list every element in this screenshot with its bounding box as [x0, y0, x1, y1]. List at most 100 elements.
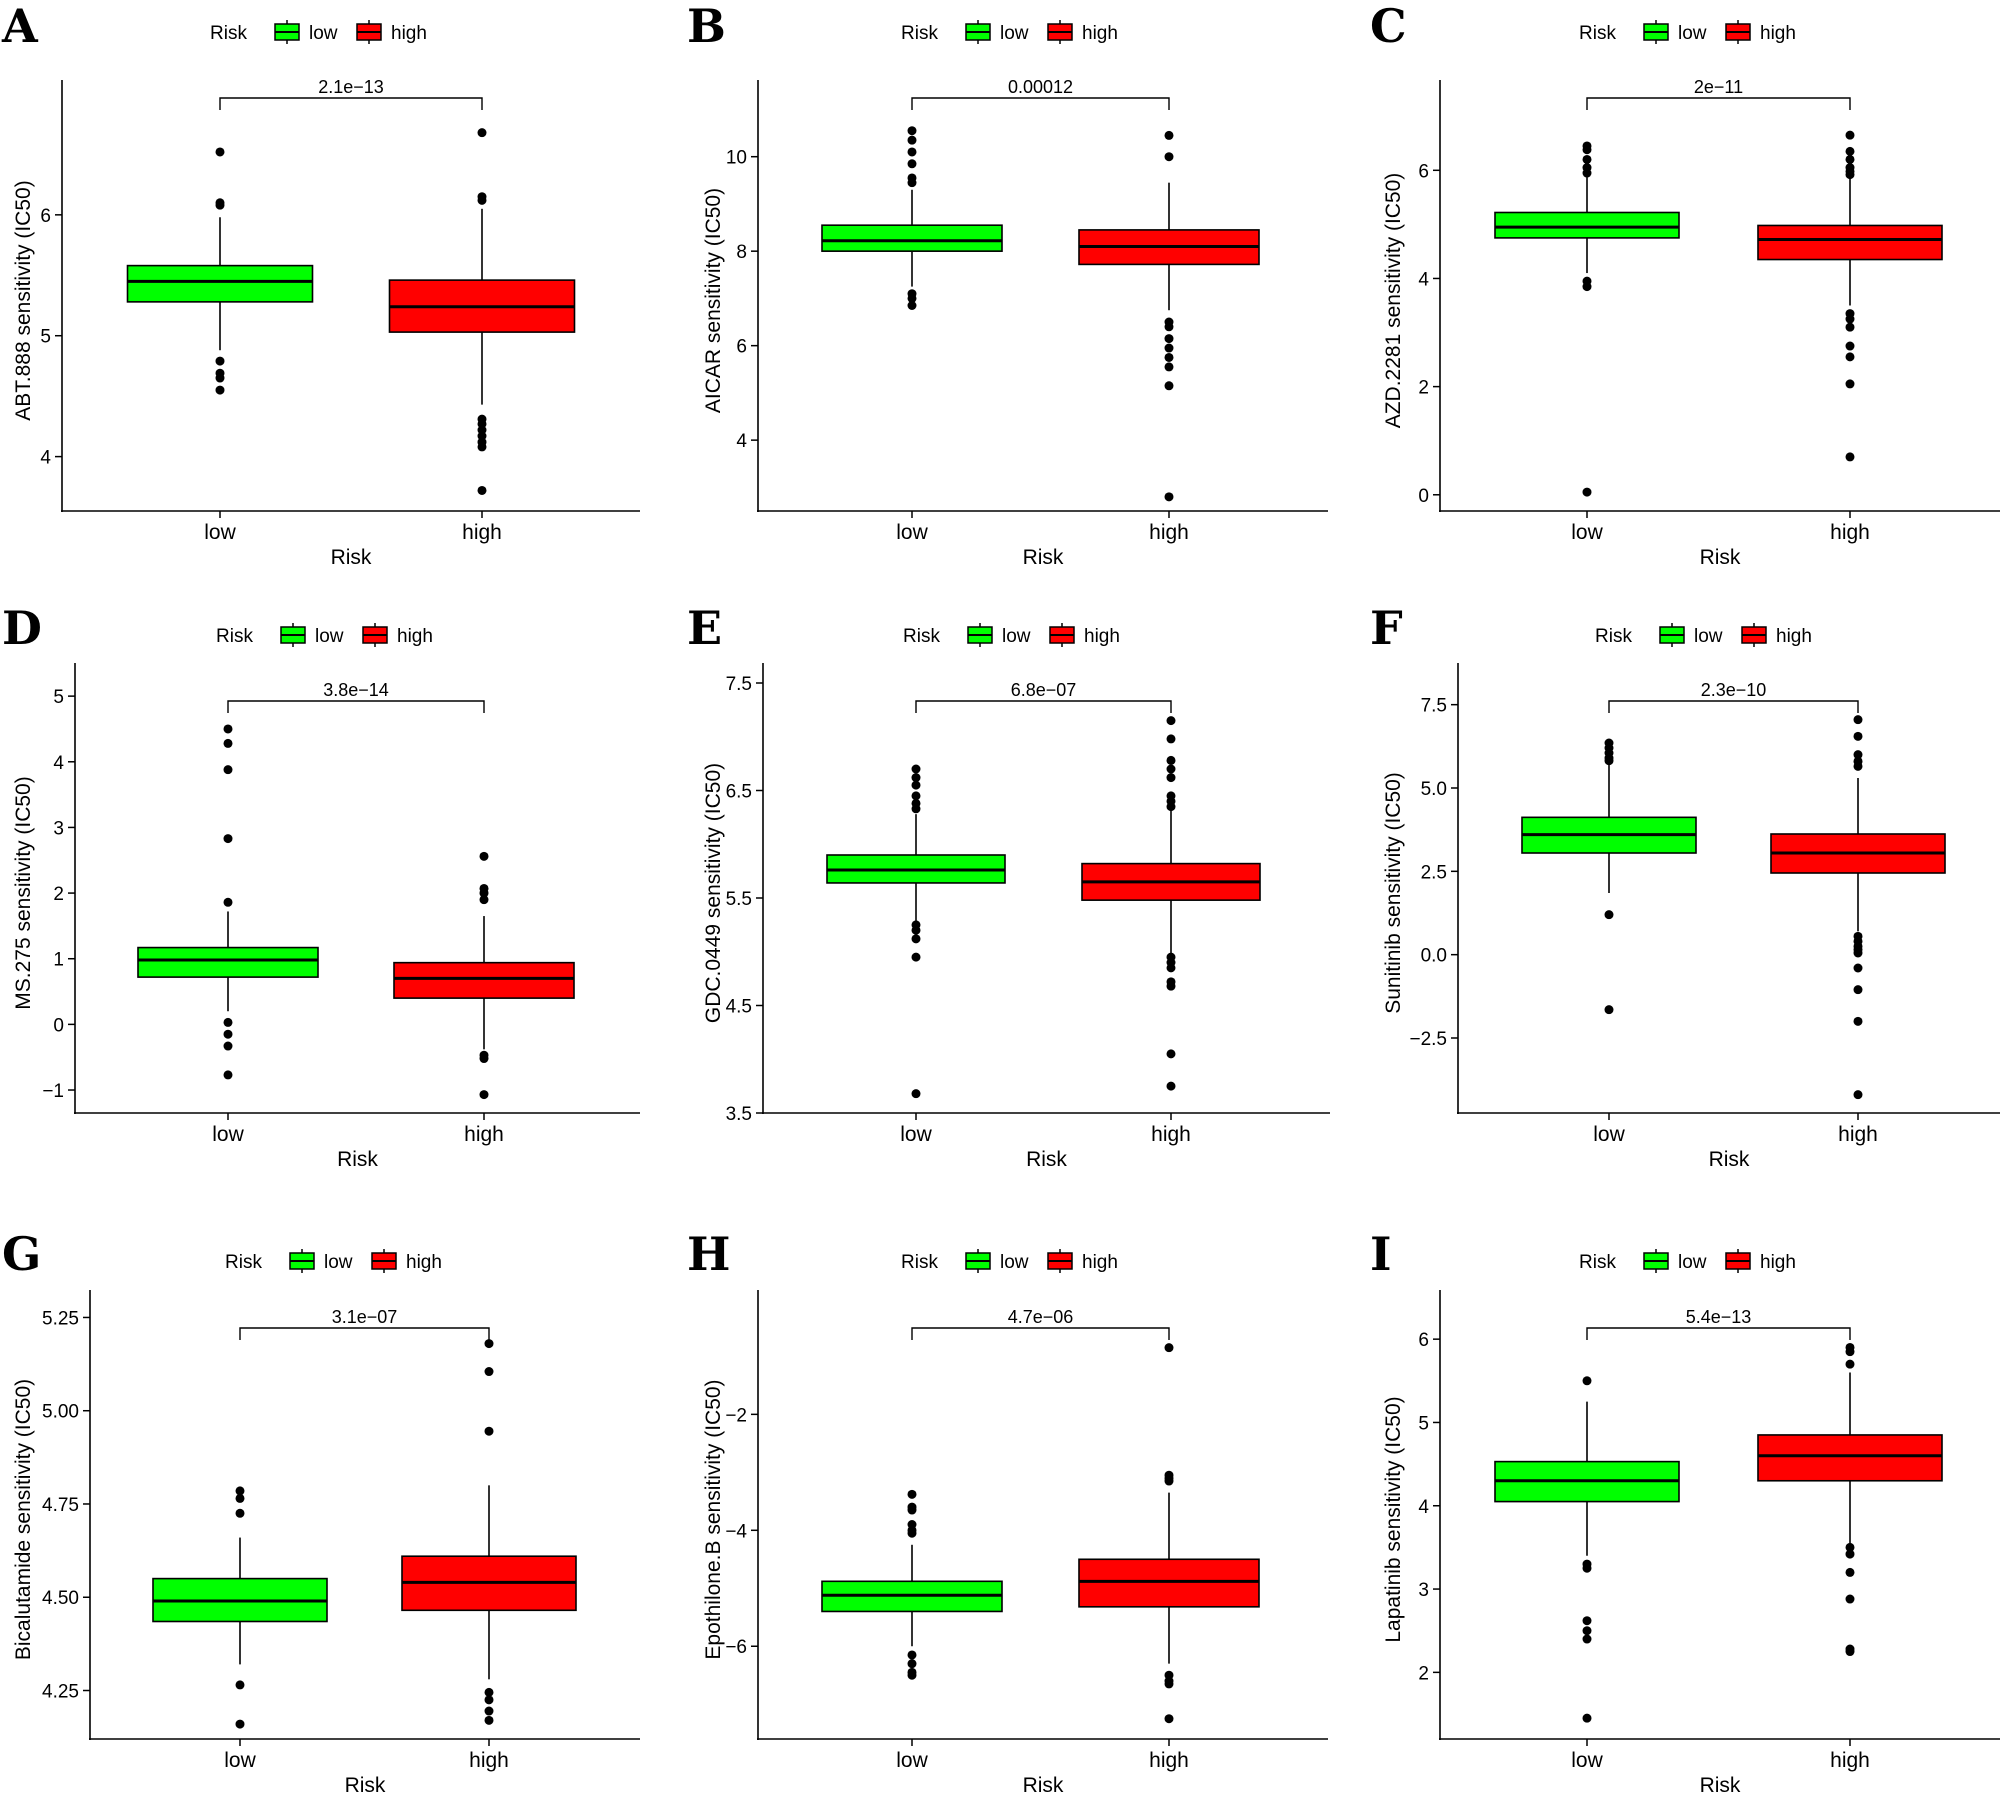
x-axis-title: Risk	[345, 1774, 386, 1797]
outlier-point	[911, 791, 921, 801]
y-axis-title: ABT.888 sensitivity (IC50)	[12, 180, 35, 420]
y-axis-title: MS.275 sensitivity (IC50)	[12, 776, 35, 1009]
outlier-point	[907, 293, 917, 303]
outlier-point	[223, 738, 233, 748]
significance-bracket	[227, 700, 485, 713]
x-axis-title: Risk	[331, 546, 372, 569]
outlier-point	[911, 764, 921, 774]
legend-title: Risk	[903, 626, 940, 647]
outlier-point	[1166, 773, 1176, 783]
legend-label-low: low	[1000, 23, 1029, 44]
legend-title: Risk	[210, 23, 247, 44]
legend: Risk low high	[1579, 20, 1796, 44]
y-tick-label: 7.5	[726, 674, 752, 695]
panel-i: I Risk low high 2 3 4 5 6 Lapatinib sensitivity (…	[1370, 1227, 2000, 1797]
outlier-point	[1166, 734, 1176, 744]
x-axis-title: Risk	[1709, 1148, 1750, 1171]
y-tick-label: 8	[736, 242, 747, 263]
legend-label-high: high	[397, 626, 433, 647]
x-tick-label-low: low	[896, 1749, 928, 1772]
outlier-point	[1582, 145, 1592, 155]
outlier-point	[1164, 1476, 1174, 1486]
outlier-point	[1164, 492, 1174, 502]
y-tick-label: 1	[53, 950, 64, 971]
y-tick-label: 4	[736, 431, 747, 452]
box-high	[1078, 1343, 1260, 1724]
y-tick-label: 10	[726, 148, 747, 169]
y-tick-label: 5	[53, 687, 64, 708]
box-low	[1494, 1376, 1680, 1723]
outlier-point	[1845, 352, 1855, 362]
p-value-label: 5.4e−13	[1686, 1307, 1752, 1327]
outlier-point	[1582, 1563, 1592, 1573]
legend-label-high: high	[1082, 23, 1118, 44]
legend-label-low: low	[1678, 1252, 1707, 1273]
box-high	[393, 851, 575, 1100]
box-low	[821, 126, 1003, 310]
legend: Risk low high	[903, 623, 1120, 647]
x-tick-label-high: high	[464, 1123, 504, 1146]
legend-label-low: low	[309, 23, 338, 44]
box-iqr	[821, 224, 1003, 252]
outlier-point	[911, 1089, 921, 1099]
outlier-point	[235, 1680, 245, 1690]
outlier-point	[1164, 322, 1174, 332]
outlier-point	[1845, 452, 1855, 462]
outlier-point	[1845, 314, 1855, 324]
y-tick-label: 5.0	[1421, 779, 1447, 800]
y-tick-label: 5.00	[42, 1402, 79, 1423]
outlier-point	[1166, 981, 1176, 991]
box-iqr	[137, 946, 319, 978]
legend-label-low: low	[1000, 1252, 1029, 1273]
outlier-point	[1604, 1005, 1614, 1015]
y-tick-label: 4	[1418, 269, 1429, 290]
x-axis-title: Risk	[337, 1148, 378, 1171]
legend: Risk low high	[225, 1249, 442, 1273]
outlier-point	[1845, 146, 1855, 156]
x-tick-label-high: high	[1830, 1749, 1870, 1772]
outlier-point	[911, 952, 921, 962]
outlier-point	[1604, 756, 1614, 766]
y-tick-label: 0	[53, 1015, 64, 1036]
y-tick-label: 5.25	[42, 1308, 79, 1329]
box-low	[1521, 738, 1697, 1015]
significance-bracket	[911, 97, 1170, 110]
x-tick-label-high: high	[1838, 1123, 1878, 1146]
y-tick-label: 2.5	[1421, 862, 1447, 883]
x-tick-label-low: low	[1571, 521, 1603, 544]
outlier-point	[1845, 1359, 1855, 1369]
legend-label-high: high	[1084, 626, 1120, 647]
y-tick-label: 0	[1418, 486, 1429, 507]
legend-label-low: low	[1002, 626, 1031, 647]
panel-letter: C	[1370, 0, 1407, 53]
legend: Risk low high	[210, 20, 427, 44]
outlier-point	[1604, 910, 1614, 920]
panel-letter: E	[687, 601, 722, 655]
legend: Risk low high	[216, 623, 433, 647]
outlier-point	[1164, 362, 1174, 372]
outlier-point	[1582, 154, 1592, 164]
legend-label-high: high	[1760, 1252, 1796, 1273]
outlier-point	[1853, 948, 1863, 958]
y-tick-label: 7.5	[1421, 696, 1447, 717]
significance-bracket	[239, 1327, 490, 1340]
legend-label-low: low	[1694, 626, 1723, 647]
x-axis-title: Risk	[1023, 546, 1064, 569]
outlier-point	[1582, 487, 1592, 497]
x-axis-title: Risk	[1700, 546, 1741, 569]
x-tick-label-low: low	[896, 521, 928, 544]
outlier-point	[1853, 761, 1863, 771]
outlier-point	[223, 834, 233, 844]
y-tick-label: 2	[1418, 378, 1429, 399]
y-tick-label: 6	[1418, 161, 1429, 182]
y-tick-label: 2	[1418, 1663, 1429, 1684]
outlier-point	[911, 780, 921, 790]
outlier-point	[484, 1715, 494, 1725]
outlier-point	[907, 135, 917, 145]
outlier-point	[235, 1493, 245, 1503]
outlier-point	[907, 1670, 917, 1680]
x-tick-label-low: low	[1571, 1749, 1603, 1772]
outlier-point	[1166, 963, 1176, 973]
legend-label-high: high	[1776, 626, 1812, 647]
